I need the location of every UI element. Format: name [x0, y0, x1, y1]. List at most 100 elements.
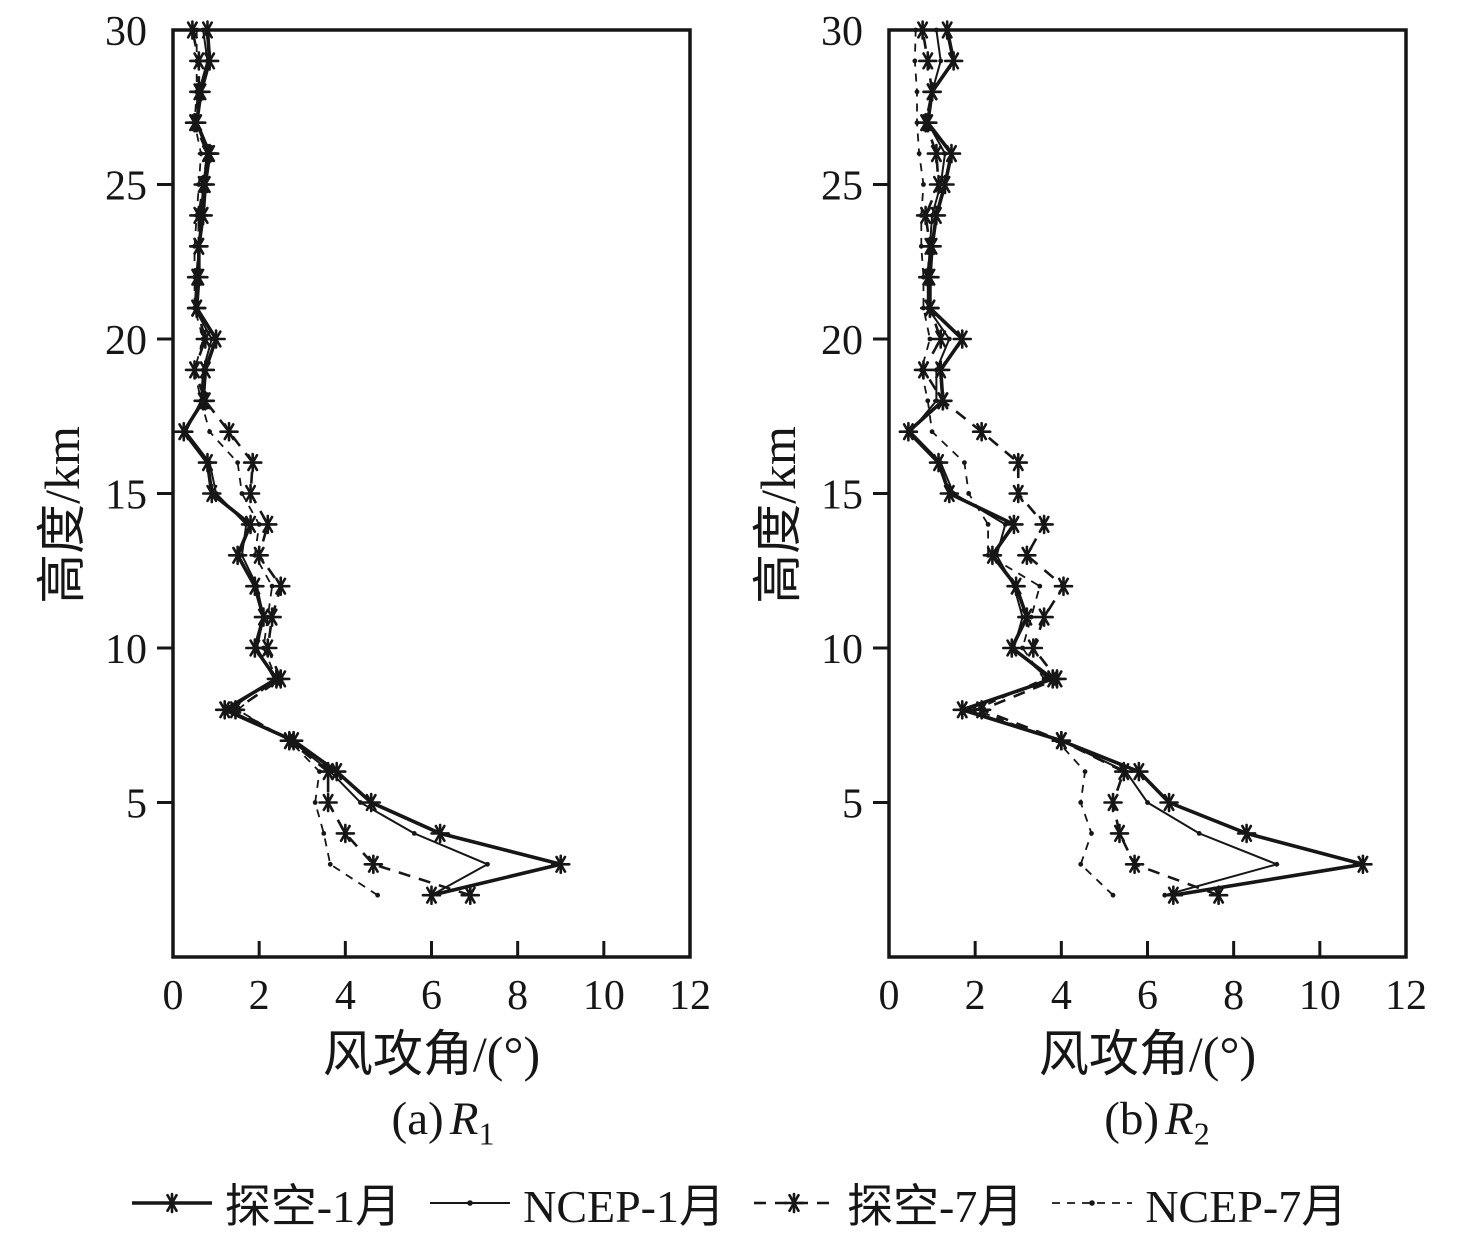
- legend-item-ncep-jan: NCEP-1月: [427, 1170, 725, 1236]
- dot-marker: [192, 274, 197, 280]
- asterisk-line-icon: [131, 1192, 212, 1214]
- x-tick-label: 10: [1299, 973, 1341, 1019]
- dot-marker: [200, 336, 206, 342]
- y-tick-label: 5: [126, 782, 147, 828]
- x-tick-label: 10: [583, 973, 625, 1019]
- series-line: [921, 29, 1220, 897]
- dot-marker: [321, 831, 327, 836]
- dot-marker: [913, 27, 919, 33]
- dot-marker: [239, 552, 245, 558]
- caption-prefix: (b): [1104, 1093, 1160, 1145]
- dot-marker: [411, 831, 417, 836]
- dot-marker: [467, 1200, 473, 1206]
- dot-marker: [918, 367, 924, 373]
- dot-marker: [918, 213, 924, 218]
- dot-marker: [933, 27, 939, 33]
- dot-marker: [1274, 861, 1280, 867]
- caption-prefix: (a): [391, 1093, 444, 1145]
- dot-marker: [966, 491, 972, 496]
- dot-marker: [261, 645, 266, 651]
- dot-marker: [327, 861, 333, 867]
- y-tick-label: 30: [821, 9, 863, 55]
- dot-marker: [312, 800, 318, 805]
- dot-marker: [194, 58, 200, 64]
- dot-marker: [1028, 614, 1034, 620]
- dot-dashed-line-icon: [1052, 1200, 1133, 1206]
- dot-marker: [1162, 892, 1168, 898]
- legend-item-ncep-jul: NCEP-7月: [1049, 1170, 1347, 1236]
- dot-line-icon: [430, 1200, 511, 1206]
- dot-marker: [286, 738, 292, 744]
- dot-marker: [254, 583, 260, 589]
- dot-marker: [235, 707, 241, 713]
- dot-marker: [916, 151, 922, 157]
- y-tick-label: 25: [105, 164, 147, 210]
- dot-marker: [951, 491, 957, 496]
- legend-item-sounding-jan: 探空-1月: [129, 1170, 401, 1236]
- dot-marker: [972, 707, 978, 713]
- dot-marker: [914, 120, 920, 126]
- dot-marker: [1196, 831, 1202, 836]
- dot-marker: [1020, 614, 1025, 620]
- caption-subscript: 1: [478, 1115, 495, 1152]
- dot-marker: [925, 398, 931, 404]
- dot-marker: [254, 645, 260, 651]
- dot-marker: [235, 460, 241, 465]
- dot-marker: [200, 27, 206, 33]
- dot-marker: [1020, 645, 1025, 651]
- dot-marker: [375, 892, 381, 898]
- dot-marker: [239, 491, 245, 496]
- series-NCEP-7月: [912, 27, 1116, 898]
- dot-marker: [192, 243, 197, 249]
- dot-marker: [921, 274, 926, 280]
- dot-marker: [1082, 769, 1088, 774]
- y-axis-label-panel-b: 高度/km: [750, 426, 806, 604]
- dot-marker: [274, 676, 279, 682]
- dot-marker: [938, 460, 944, 465]
- dot-marker: [196, 182, 202, 187]
- dot-marker: [256, 522, 262, 527]
- dot-marker: [918, 243, 924, 249]
- dot-marker: [485, 861, 490, 867]
- y-tick-label: 10: [821, 627, 863, 673]
- caption-panel-a: (a) R1: [243, 1092, 643, 1152]
- dot-marker: [1002, 522, 1008, 527]
- legend-label: 探空-7月: [847, 1181, 1024, 1232]
- dot-marker: [265, 614, 271, 620]
- dot-marker: [192, 120, 197, 126]
- series-line: [193, 30, 379, 896]
- y-tick-label: 15: [821, 473, 863, 519]
- x-tick-label: 2: [965, 973, 986, 1019]
- dot-marker: [933, 367, 939, 373]
- x-tick-label: 0: [879, 973, 900, 1019]
- dot-marker: [429, 892, 434, 898]
- dot-marker: [1054, 738, 1060, 744]
- dot-marker: [938, 58, 944, 64]
- asterisk-dashed-line-icon: [754, 1192, 834, 1214]
- dot-marker: [194, 89, 200, 95]
- dot-marker: [198, 151, 204, 157]
- series-探空-1月: [898, 20, 1373, 906]
- legend-label: 探空-1月: [224, 1181, 402, 1232]
- x-tick-label: 4: [335, 973, 356, 1019]
- dot-marker: [1078, 861, 1084, 867]
- dot-marker: [243, 522, 249, 527]
- y-tick-label: 15: [105, 473, 147, 519]
- dot-marker: [1078, 800, 1084, 805]
- x-axis-label-panel-b: 风攻角/(°): [1038, 1026, 1257, 1082]
- dot-marker: [1011, 583, 1017, 589]
- x-tick-label: 8: [507, 973, 528, 1019]
- dot-marker: [927, 336, 933, 342]
- y-tick-label: 25: [821, 164, 863, 210]
- dot-marker: [985, 552, 991, 558]
- dot-marker: [194, 213, 200, 218]
- dot-marker: [1110, 892, 1116, 898]
- dot-marker: [1011, 645, 1017, 651]
- panel-b: 0 2 4 6 8 10 12 5 10 15 20 25 30: [821, 9, 1427, 1019]
- dot-marker: [1037, 583, 1043, 589]
- legend-item-sounding-jul: 探空-7月: [751, 1170, 1023, 1236]
- dot-marker: [961, 460, 967, 465]
- x-tick-label: 0: [163, 973, 184, 1019]
